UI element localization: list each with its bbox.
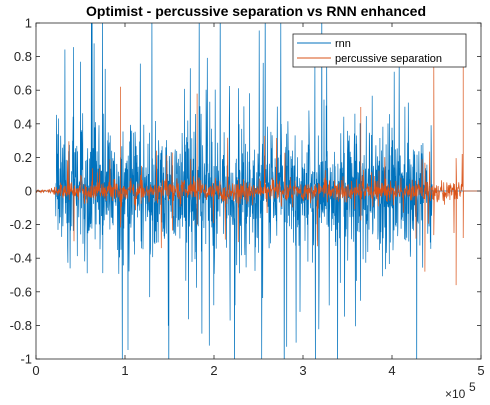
x-exponent-power: 5: [469, 380, 476, 394]
y-tick-label: -0.2: [10, 217, 32, 232]
y-tick-label: 0.6: [14, 83, 32, 98]
y-tick-label: -0.6: [10, 284, 32, 299]
legend-box: [292, 33, 467, 68]
legend-label-0: rnn: [335, 38, 351, 50]
y-tick-label: 0.2: [14, 150, 32, 165]
y-tick-label: 0.4: [14, 116, 32, 131]
axes: 0 1 2 3 4 5 -1 -0.8 -0.6 -0.4 -0.2 0 0.2 0.4 0.6 0.8 1: [10, 16, 485, 379]
chart-title: Optimist - percussive separation vs RNN …: [86, 3, 426, 19]
y-tick-label: -0.4: [10, 251, 32, 266]
y-tick-label: 1: [25, 16, 32, 31]
y-tick-label: -0.8: [10, 318, 32, 333]
legend: rnn percussive separation: [292, 33, 467, 68]
x-tick-label: 2: [210, 363, 217, 378]
x-tick-label: 3: [299, 363, 306, 378]
x-exponent-base: ×10: [445, 387, 466, 401]
x-tick-label: 4: [388, 363, 395, 378]
x-tick-label: 0: [32, 363, 39, 378]
y-tick-label: -1: [20, 352, 32, 367]
x-tick-label: 5: [477, 363, 484, 378]
legend-label-1: percussive separation: [335, 53, 442, 65]
y-tick-label: 0.8: [14, 49, 32, 64]
x-tick-label: 1: [121, 363, 128, 378]
series-line-rnn: [36, 23, 481, 359]
plot-area: [36, 23, 481, 359]
series-line-percussive-separation: [36, 56, 481, 286]
y-tick-label: 0: [25, 184, 32, 199]
